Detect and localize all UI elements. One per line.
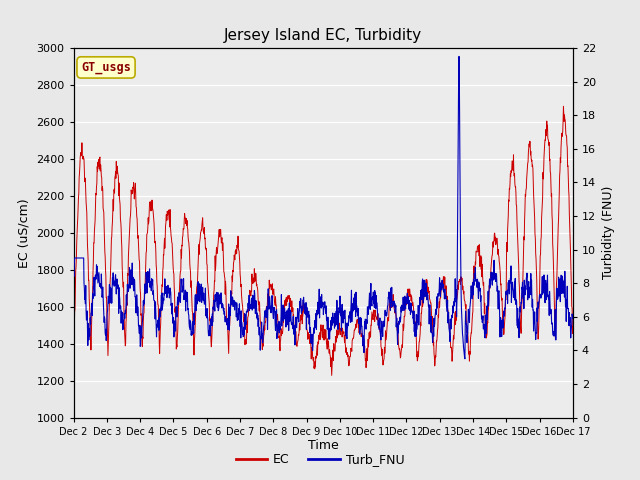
Text: GT_usgs: GT_usgs	[81, 61, 131, 74]
Title: Jersey Island EC, Turbidity: Jersey Island EC, Turbidity	[224, 28, 422, 43]
Legend: EC, Turb_FNU: EC, Turb_FNU	[230, 448, 410, 471]
X-axis label: Time: Time	[308, 439, 339, 453]
Y-axis label: Turbidity (FNU): Turbidity (FNU)	[602, 186, 614, 279]
Y-axis label: EC (uS/cm): EC (uS/cm)	[18, 198, 31, 268]
